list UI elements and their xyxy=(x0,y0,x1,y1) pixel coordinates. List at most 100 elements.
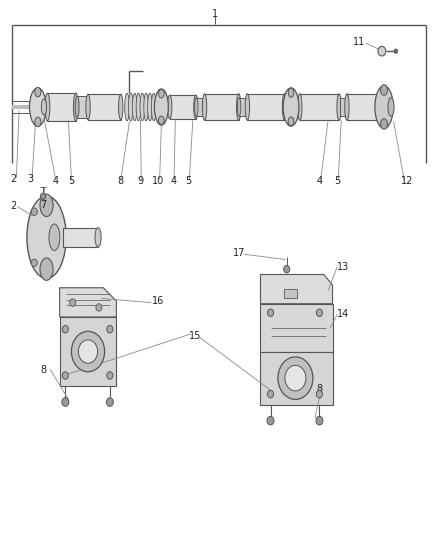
Ellipse shape xyxy=(283,88,299,126)
Circle shape xyxy=(316,390,322,398)
Bar xyxy=(63,228,98,247)
Ellipse shape xyxy=(40,258,53,280)
Bar xyxy=(196,98,204,116)
Ellipse shape xyxy=(45,93,50,121)
Polygon shape xyxy=(60,317,117,386)
Ellipse shape xyxy=(140,93,145,121)
Text: 17: 17 xyxy=(233,248,245,258)
Text: 3: 3 xyxy=(27,174,33,184)
Text: 14: 14 xyxy=(337,309,350,319)
Text: 12: 12 xyxy=(402,176,414,187)
Polygon shape xyxy=(261,304,332,352)
Ellipse shape xyxy=(35,87,41,97)
Ellipse shape xyxy=(74,93,78,121)
Circle shape xyxy=(31,259,37,266)
Ellipse shape xyxy=(148,93,152,121)
Circle shape xyxy=(70,299,76,306)
Ellipse shape xyxy=(375,86,393,128)
Circle shape xyxy=(316,309,322,317)
Text: 9: 9 xyxy=(138,176,144,187)
Bar xyxy=(205,94,239,120)
Text: 8: 8 xyxy=(316,384,322,394)
Circle shape xyxy=(316,416,323,425)
Text: 4: 4 xyxy=(316,176,322,187)
Bar xyxy=(339,98,347,116)
Bar xyxy=(247,94,285,120)
Ellipse shape xyxy=(194,95,198,119)
Polygon shape xyxy=(60,288,117,317)
Text: 2: 2 xyxy=(10,201,16,212)
Ellipse shape xyxy=(288,88,294,97)
Text: 4: 4 xyxy=(170,176,176,187)
Ellipse shape xyxy=(288,117,294,126)
Ellipse shape xyxy=(152,93,156,121)
Ellipse shape xyxy=(202,94,207,120)
Bar xyxy=(88,94,121,120)
Circle shape xyxy=(107,372,113,379)
Ellipse shape xyxy=(35,117,41,127)
Circle shape xyxy=(40,193,46,199)
Circle shape xyxy=(71,332,105,372)
Circle shape xyxy=(96,304,102,311)
Circle shape xyxy=(285,366,306,391)
Ellipse shape xyxy=(29,88,46,126)
Bar xyxy=(300,94,339,120)
Text: 2: 2 xyxy=(10,174,16,184)
Ellipse shape xyxy=(128,93,133,121)
Text: 11: 11 xyxy=(353,37,365,47)
Circle shape xyxy=(106,398,113,406)
Ellipse shape xyxy=(345,94,349,120)
Polygon shape xyxy=(261,352,332,405)
Ellipse shape xyxy=(237,94,241,120)
Text: 5: 5 xyxy=(185,176,191,187)
Ellipse shape xyxy=(136,93,141,121)
Text: 5: 5 xyxy=(334,176,340,187)
Circle shape xyxy=(278,357,313,399)
Circle shape xyxy=(268,309,274,317)
Ellipse shape xyxy=(119,94,123,120)
Circle shape xyxy=(62,372,68,379)
Ellipse shape xyxy=(159,116,164,125)
Text: 7: 7 xyxy=(40,200,46,211)
Ellipse shape xyxy=(41,99,46,115)
Ellipse shape xyxy=(154,89,168,125)
Bar xyxy=(170,95,196,119)
Ellipse shape xyxy=(86,94,90,120)
Ellipse shape xyxy=(167,95,172,119)
Ellipse shape xyxy=(194,98,198,116)
Bar xyxy=(347,94,380,120)
Text: 10: 10 xyxy=(152,176,164,187)
Circle shape xyxy=(62,398,69,406)
Text: 4: 4 xyxy=(53,176,59,187)
Text: 8: 8 xyxy=(118,176,124,187)
Ellipse shape xyxy=(381,85,388,95)
Bar xyxy=(47,93,76,121)
Bar xyxy=(239,98,247,116)
Ellipse shape xyxy=(125,93,129,121)
Ellipse shape xyxy=(144,93,148,121)
Text: 15: 15 xyxy=(189,330,201,341)
Circle shape xyxy=(394,49,398,53)
Bar xyxy=(285,289,297,298)
Ellipse shape xyxy=(388,98,394,116)
Circle shape xyxy=(31,208,37,215)
Ellipse shape xyxy=(283,94,287,120)
Text: 8: 8 xyxy=(40,365,46,375)
Ellipse shape xyxy=(95,228,101,247)
Ellipse shape xyxy=(381,119,388,130)
Ellipse shape xyxy=(245,94,250,120)
Ellipse shape xyxy=(49,224,60,251)
Text: 13: 13 xyxy=(337,262,350,271)
Circle shape xyxy=(284,265,290,273)
Ellipse shape xyxy=(159,90,164,98)
Bar xyxy=(77,96,87,118)
Circle shape xyxy=(62,326,68,333)
Circle shape xyxy=(78,340,98,364)
Ellipse shape xyxy=(378,94,382,120)
Circle shape xyxy=(268,390,274,398)
Ellipse shape xyxy=(132,93,137,121)
Circle shape xyxy=(378,46,386,56)
Text: 1: 1 xyxy=(212,9,218,19)
Ellipse shape xyxy=(297,94,302,120)
Text: 16: 16 xyxy=(152,296,164,306)
